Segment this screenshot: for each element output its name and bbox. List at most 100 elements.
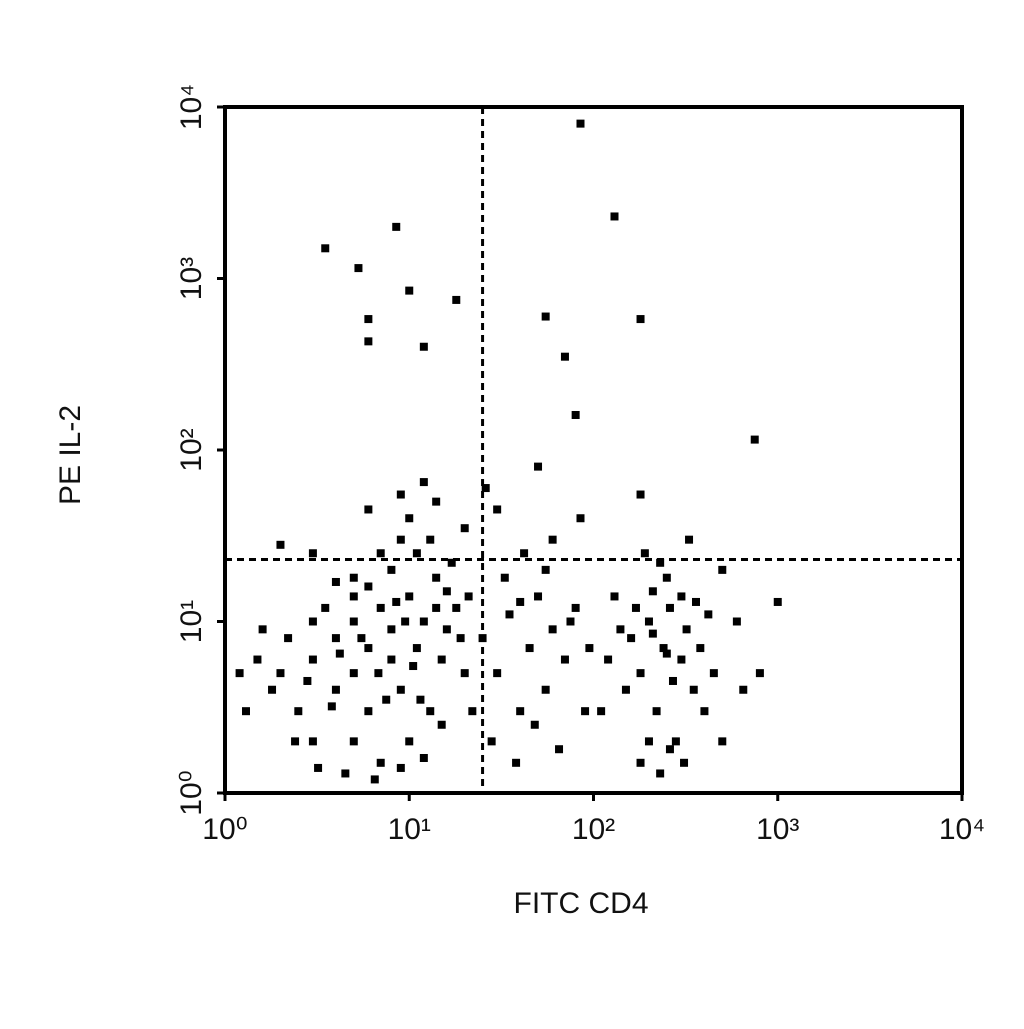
x-tick-label: 10³ <box>756 813 799 846</box>
dot <box>376 758 385 767</box>
dot <box>636 758 645 767</box>
dot <box>659 644 668 653</box>
dot <box>662 573 671 582</box>
dot <box>321 244 330 253</box>
dot <box>284 634 293 643</box>
dot <box>432 573 441 582</box>
dot <box>571 603 580 612</box>
dot <box>691 597 700 606</box>
dot <box>405 737 414 746</box>
dot <box>419 753 428 762</box>
dot <box>704 610 713 619</box>
dot <box>419 478 428 487</box>
dot <box>303 676 312 685</box>
dot <box>382 695 391 704</box>
y-tick-label: 10² <box>175 428 208 471</box>
dot <box>597 707 606 716</box>
dot <box>437 655 446 664</box>
dot <box>732 617 741 626</box>
dot <box>610 212 619 221</box>
dot <box>512 758 521 767</box>
dot <box>349 669 358 678</box>
dot <box>416 695 425 704</box>
dot <box>709 669 718 678</box>
dot <box>541 565 550 574</box>
dot <box>481 484 490 493</box>
dot <box>396 685 405 694</box>
x-tick-label: 10⁴ <box>939 813 985 846</box>
dot <box>631 603 640 612</box>
dot <box>409 662 418 671</box>
dot <box>331 685 340 694</box>
dot <box>291 737 300 746</box>
dot <box>405 592 414 601</box>
dot <box>426 535 435 544</box>
dot <box>331 634 340 643</box>
dot <box>662 649 671 658</box>
dot <box>341 769 350 778</box>
dot <box>447 558 456 567</box>
dot <box>460 524 469 533</box>
dot <box>364 505 373 514</box>
dot <box>442 587 451 596</box>
dot <box>396 535 405 544</box>
dot <box>648 587 657 596</box>
dot <box>364 582 373 591</box>
dot <box>349 617 358 626</box>
dot <box>401 617 410 626</box>
dot <box>354 264 363 273</box>
dot <box>571 410 580 419</box>
dot <box>636 490 645 499</box>
dot <box>314 763 323 772</box>
dot <box>534 462 543 471</box>
dot <box>327 702 336 711</box>
dot <box>636 315 645 324</box>
dot <box>235 669 244 678</box>
x-axis-label: FITC CD4 <box>514 887 649 920</box>
dot <box>452 603 461 612</box>
dot <box>349 592 358 601</box>
dot <box>680 758 689 767</box>
dot <box>585 644 594 653</box>
dot <box>555 745 564 754</box>
dot <box>456 634 465 643</box>
dot <box>576 514 585 523</box>
dot <box>364 707 373 716</box>
dot <box>668 676 677 685</box>
dot <box>349 737 358 746</box>
dot <box>349 573 358 582</box>
dot <box>750 435 759 444</box>
dot <box>656 558 665 567</box>
dot <box>432 497 441 506</box>
dot <box>335 649 344 658</box>
x-tick-label: 10¹ <box>388 813 431 846</box>
dot <box>541 312 550 321</box>
dot <box>276 540 285 549</box>
dot <box>396 490 405 499</box>
dot <box>376 603 385 612</box>
dot <box>241 707 250 716</box>
dot <box>412 549 421 558</box>
dot <box>405 514 414 523</box>
dot <box>387 655 396 664</box>
dot <box>677 655 686 664</box>
dot <box>357 634 366 643</box>
y-axis-label: PE IL-2 <box>54 405 87 505</box>
dot <box>616 625 625 634</box>
dot <box>321 603 330 612</box>
dot <box>412 644 421 653</box>
dot <box>604 655 613 664</box>
dot <box>392 222 401 231</box>
dot <box>253 655 262 664</box>
dot <box>468 707 477 716</box>
y-tick-label: 10¹ <box>175 600 208 643</box>
dot <box>432 603 441 612</box>
x-tick-label: 10⁰ <box>202 813 247 846</box>
dot <box>576 119 585 128</box>
dot <box>644 617 653 626</box>
dot <box>505 610 514 619</box>
dot <box>308 655 317 664</box>
plot-frame <box>223 105 964 795</box>
dot <box>677 592 686 601</box>
dot <box>516 707 525 716</box>
